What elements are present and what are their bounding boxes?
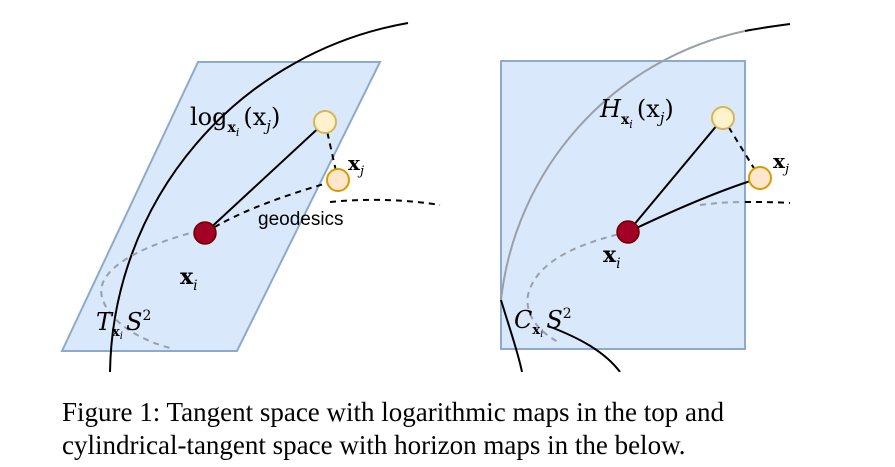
xi-label: xi [603, 242, 621, 272]
equator-dashed-black [329, 198, 441, 206]
horizon-label: Hxi(xj) [599, 95, 674, 131]
figure-caption: Figure 1: Tangent space with logarithmic… [62, 396, 862, 462]
xi-label: xi [180, 264, 198, 294]
caption-line-1: Figure 1: Tangent space with logarithmic… [62, 397, 724, 427]
xj-label: xj [773, 149, 789, 177]
sphere-outline [109, 22, 409, 372]
point-log-xj [313, 110, 337, 134]
point-xj [326, 168, 350, 192]
lower-curve [547, 325, 621, 372]
sphere-outline-inner [500, 30, 746, 301]
equator-dashed-gray [100, 227, 211, 349]
geodesics-label: geodesics [258, 209, 344, 230]
log-map-line [204, 121, 326, 234]
sphere-outline-bottom [500, 299, 523, 372]
equator-dashed-gray-right [699, 201, 746, 206]
geodesic-path [204, 179, 339, 234]
geodesic-path [627, 177, 761, 233]
caption-line-2: cylindrical-tangent space with horizon m… [62, 430, 686, 460]
right-panel: Hxi(xj) xj xi CxiS2 [500, 23, 791, 372]
left-panel: logxi(xj) xj geodesics xi TxiS2 [60, 22, 441, 372]
equator-dashed-black [744, 201, 791, 204]
horizon-map-line [627, 117, 724, 233]
cylindrical-tangent-plane [500, 60, 746, 350]
log-label: logxi(xj) [190, 103, 280, 139]
point-horizon-xj [711, 106, 735, 130]
sphere-outline-top [744, 23, 791, 32]
equator-dashed-gray [526, 231, 629, 344]
tangent-space-label: TxiS2 [96, 308, 151, 342]
xj-label: xj [348, 151, 364, 179]
cylindrical-space-label: CxiS2 [514, 306, 572, 340]
point-xj [748, 166, 772, 190]
point-xi [193, 221, 217, 245]
point-xi [616, 220, 640, 244]
tangent-plane [60, 61, 382, 352]
